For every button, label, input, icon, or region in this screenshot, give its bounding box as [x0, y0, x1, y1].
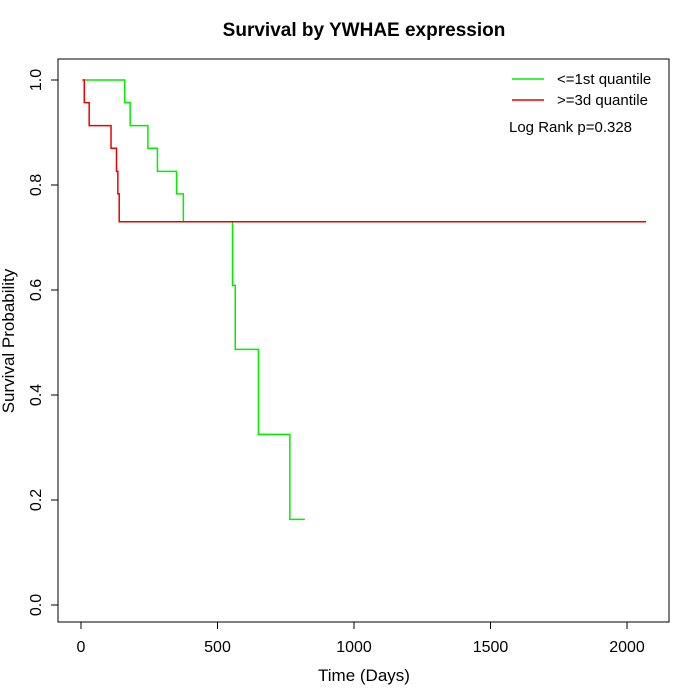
series-line-1 [82, 79, 647, 223]
x-tick-label: 1000 [336, 639, 372, 656]
log-rank-annotation: Log Rank p=0.328 [509, 119, 632, 136]
x-tick-label: 1500 [473, 639, 509, 656]
y-axis-label: Survival Probability [0, 268, 18, 413]
chart-title: Survival by YWHAE expression [223, 20, 506, 41]
series-layer [82, 79, 647, 521]
y-tick-label: 0.6 [28, 279, 45, 301]
legend-label-high: >=3d quantile [557, 92, 648, 109]
legend-label-low: <=1st quantile [557, 71, 651, 88]
x-tick-label: 500 [204, 639, 231, 656]
y-tick-label: 1.0 [28, 69, 45, 91]
y-tick-label: 0.8 [28, 174, 45, 196]
y-axis: 0.0 0.2 0.4 0.6 0.8 1.0 [28, 69, 59, 616]
x-tick-label: 2000 [609, 639, 645, 656]
y-tick-label: 0.4 [28, 384, 45, 406]
y-tick-label: 0.2 [28, 489, 45, 511]
x-axis-label: Time (Days) [318, 666, 410, 685]
y-tick-label: 0.0 [28, 594, 45, 616]
x-axis: 0 500 1000 1500 2000 [77, 621, 645, 656]
plot-frame [57, 58, 670, 623]
legend: <=1st quantile >=3d quantile [512, 71, 651, 109]
x-tick-label: 0 [77, 639, 86, 656]
series-line-0 [83, 79, 305, 521]
